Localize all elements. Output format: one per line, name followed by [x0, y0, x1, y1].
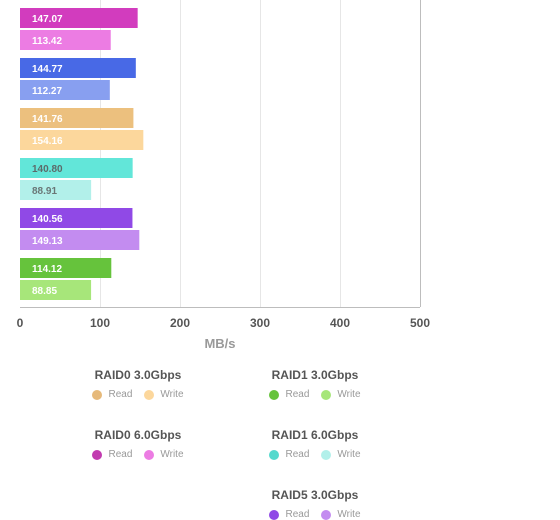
legend-item-label: Read	[285, 449, 310, 460]
legend-item-write[interactable]: Write	[144, 389, 184, 400]
legend-item-label: Write	[337, 389, 361, 400]
legend-item-label: Write	[160, 389, 184, 400]
legend-item-label: Read	[285, 389, 310, 400]
bar-value-label: 141.76	[32, 114, 63, 125]
bar	[20, 258, 112, 278]
bar	[20, 108, 134, 128]
bar	[20, 158, 133, 178]
x-tick-label: 100	[90, 316, 110, 330]
bar	[20, 8, 138, 28]
x-tick-label: 400	[330, 316, 350, 330]
bar	[20, 58, 136, 78]
x-tick-label: 500	[410, 316, 430, 330]
legend-item-write[interactable]: Write	[321, 389, 361, 400]
x-tick-label: 300	[250, 316, 270, 330]
legend-group: RAID0 3.0Gbps Read Write	[63, 367, 213, 400]
legend-item-label: Read	[285, 509, 310, 520]
bar	[20, 230, 140, 250]
legend-item-read[interactable]: Read	[269, 449, 309, 460]
legend-item-write[interactable]: Write	[321, 449, 361, 460]
legend-group: RAID1 6.0Gbps Read Write	[240, 427, 390, 460]
bar-chart: 147.07 113.42 144.77 112.27 141.76 154.16 140.…	[17, 0, 430, 351]
bar	[20, 180, 92, 200]
bar	[20, 30, 111, 50]
legend-item-label: Write	[337, 509, 361, 520]
x-axis: 0 100 200 300 400 500	[17, 307, 430, 330]
x-tick-label: 200	[170, 316, 190, 330]
legend-item-label: Write	[160, 449, 184, 460]
bar-value-label: 147.07	[32, 14, 63, 25]
legend-swatch-icon	[321, 389, 332, 400]
legend-title: RAID1 3.0Gbps	[271, 368, 359, 382]
bar	[20, 130, 144, 150]
bar-value-label: 140.80	[32, 164, 63, 175]
legend-swatch-icon	[144, 389, 155, 400]
legend-swatch-icon	[92, 389, 103, 400]
legend-item-read[interactable]: Read	[92, 449, 132, 460]
legend-title: RAID1 6.0Gbps	[271, 428, 359, 442]
legend-swatch-icon	[144, 449, 155, 460]
bar-value-label: 113.42	[32, 36, 62, 47]
legend-title: RAID5 3.0Gbps	[271, 488, 359, 502]
bar	[20, 208, 133, 228]
legend-group: RAID5 3.0Gbps Read Write	[240, 487, 390, 520]
legend-swatch-icon	[269, 389, 280, 400]
bar-value-label: 144.77	[32, 64, 63, 75]
legend-swatch-icon	[92, 449, 103, 460]
gridlines	[100, 0, 421, 307]
legend-title: RAID0 6.0Gbps	[94, 428, 182, 442]
legend-item-write[interactable]: Write	[144, 449, 184, 460]
x-axis-label: MB/s	[204, 336, 235, 351]
bar-value-label: 88.85	[32, 286, 57, 297]
bar-value-label: 149.13	[32, 236, 63, 247]
legend-item-read[interactable]: Read	[92, 389, 132, 400]
bar-value-label: 154.16	[32, 136, 63, 147]
bar-value-label: 140.56	[32, 214, 63, 225]
legend-item-label: Read	[108, 389, 133, 400]
legend-swatch-icon	[269, 509, 280, 520]
legend-item-label: Write	[337, 449, 361, 460]
bar-value-label: 88.91	[32, 186, 57, 197]
bar-value-label: 112.27	[32, 86, 62, 97]
legend-item-read[interactable]: Read	[269, 509, 309, 520]
legend-item-read[interactable]: Read	[269, 389, 309, 400]
bar	[20, 280, 92, 300]
legend-group: RAID0 6.0Gbps Read Write	[63, 427, 213, 460]
legend-swatch-icon	[321, 449, 332, 460]
x-tick-label: 0	[17, 316, 24, 330]
legend-item-write[interactable]: Write	[321, 509, 361, 520]
bar	[20, 80, 110, 100]
legend-swatch-icon	[269, 449, 280, 460]
legend-item-label: Read	[108, 449, 133, 460]
bar-value-label: 114.12	[32, 264, 62, 275]
bar-group: 147.07 113.42 144.77 112.27 141.76 154.16 140.…	[20, 8, 144, 300]
legend-swatch-icon	[321, 509, 332, 520]
legend-title: RAID0 3.0Gbps	[94, 368, 182, 382]
legend-group: RAID1 3.0Gbps Read Write	[240, 367, 390, 400]
